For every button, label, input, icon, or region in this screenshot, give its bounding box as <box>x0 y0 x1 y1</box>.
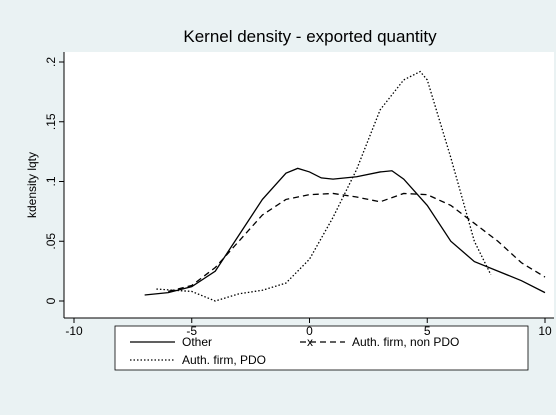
y-tick-label: .1 <box>44 176 58 186</box>
y-tick-label: .05 <box>44 233 58 250</box>
y-tick-label: .15 <box>44 113 58 130</box>
y-axis-label: kdensity lqty <box>25 152 39 218</box>
y-tick-label: .2 <box>44 57 58 67</box>
x-tick-label: -10 <box>65 324 83 338</box>
x-tick-label: -5 <box>186 324 197 338</box>
y-tick-label: 0 <box>44 297 58 304</box>
x-tick-label: 10 <box>538 324 552 338</box>
legend-box <box>114 325 529 371</box>
legend-label: Auth. firm, PDO <box>182 353 266 367</box>
x-tick-label: 5 <box>424 324 431 338</box>
density-line <box>156 70 492 302</box>
legend-label: Auth. firm, non PDO <box>352 335 459 349</box>
legend-label: Other <box>182 335 212 349</box>
x-tick-label: 0 <box>306 324 313 338</box>
plot-area <box>64 52 554 318</box>
chart-title: Kernel density - exported quantity <box>183 27 437 46</box>
density-line <box>168 192 546 293</box>
